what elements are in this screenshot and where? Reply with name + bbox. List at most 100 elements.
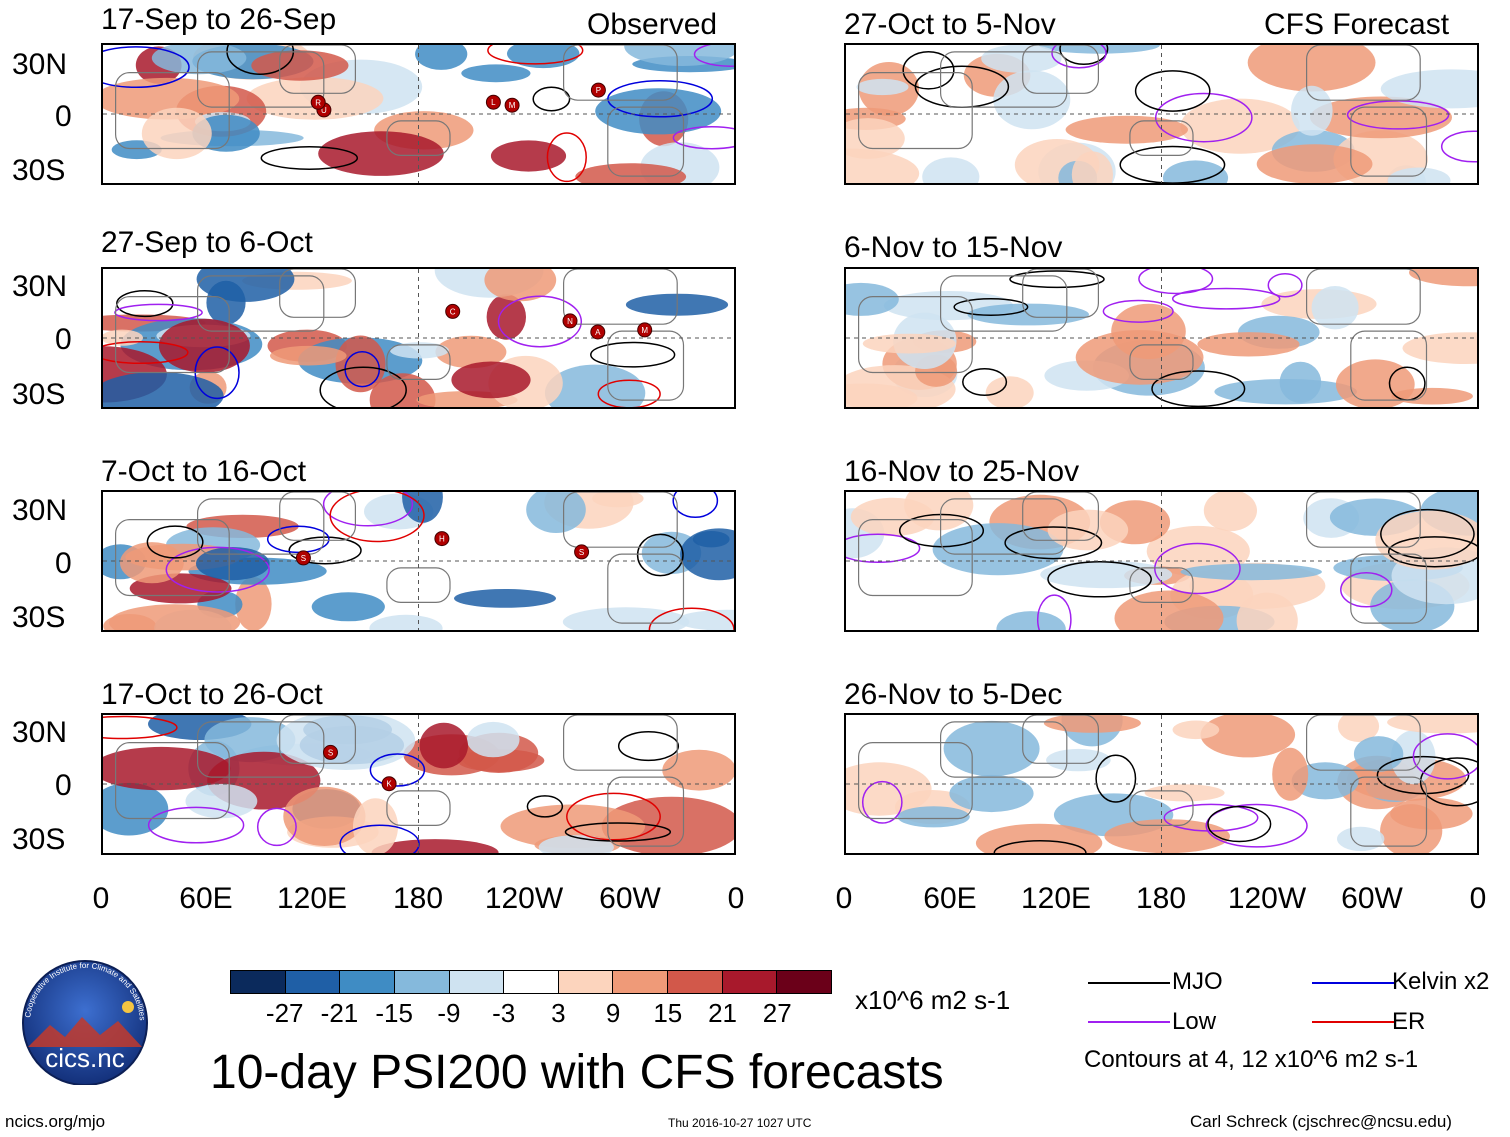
colorbar-tick-label: -15	[375, 998, 413, 1028]
anomaly-shading	[662, 749, 734, 791]
coastline	[1306, 715, 1421, 771]
contour-line	[103, 340, 189, 365]
anomaly-shading	[1337, 715, 1380, 742]
colorbar-tick-label: 9	[605, 998, 621, 1028]
contour-line	[319, 366, 407, 407]
lat-label: 30S	[12, 154, 66, 187]
contour-line	[1171, 287, 1281, 310]
anomaly-shading	[1387, 715, 1477, 734]
contour-line	[114, 303, 203, 322]
svg-text:U: U	[321, 106, 327, 115]
map-canvas	[846, 45, 1477, 183]
lon-label: 0	[727, 882, 745, 915]
anomaly-shading	[1402, 332, 1477, 364]
contour-line	[1419, 757, 1477, 807]
footer-center: Thu 2016-10-27 1027 UTC	[668, 1116, 812, 1130]
anomaly-shading	[1272, 747, 1309, 801]
map-canvas	[846, 269, 1477, 407]
contour-line	[953, 298, 1029, 316]
contour-line	[1102, 299, 1174, 323]
colorbar-tick-label: 27	[762, 998, 792, 1028]
contour-line	[266, 525, 330, 554]
coastline	[858, 72, 973, 150]
coastline	[939, 275, 1068, 332]
anomaly-shading	[415, 45, 468, 70]
contour-note: Contours at 4, 12 x10^6 m2 s-1	[1084, 1046, 1419, 1073]
anomaly-shading	[949, 774, 1034, 813]
anomaly-shading	[158, 318, 250, 373]
coastline	[1350, 776, 1428, 847]
anomaly-shading	[103, 782, 169, 836]
anomaly-shading	[1409, 269, 1477, 287]
coastline	[115, 519, 230, 597]
anomaly-shading	[196, 269, 295, 302]
svg-text:C: C	[450, 307, 456, 316]
anomaly-shading	[862, 333, 956, 354]
anomaly-shading	[1065, 115, 1188, 144]
anomaly-shading	[850, 497, 935, 537]
anomaly-shading	[196, 547, 270, 581]
anomaly-shading	[993, 70, 1071, 130]
anomaly-shading	[1291, 85, 1333, 136]
lat-label: 30N	[12, 48, 68, 81]
anomaly-shading	[120, 542, 184, 584]
lat-label: 0	[55, 547, 72, 580]
anomaly-shading	[932, 523, 1064, 576]
anomaly-shading	[251, 50, 349, 81]
contour-line	[369, 753, 426, 787]
contour-line	[322, 492, 414, 527]
map-canvas: S S H	[103, 492, 734, 630]
coastline	[858, 519, 973, 597]
map-panel: A C N M	[101, 267, 736, 409]
anomaly-shading	[1043, 715, 1141, 733]
lon-label: 120W	[1227, 882, 1307, 915]
map-canvas	[846, 492, 1477, 630]
lon-label: 60E	[179, 882, 233, 915]
map-panel	[844, 267, 1479, 409]
lon-label: 60W	[599, 882, 661, 915]
colorbar-tick-label: -27	[265, 998, 304, 1028]
coastline	[563, 45, 678, 101]
coastline	[563, 492, 678, 548]
contour-line	[672, 125, 734, 150]
contour-line	[636, 533, 684, 577]
anomaly-shading	[270, 345, 347, 366]
footer-right: Carl Schreck (cjschrec@ncsu.edu)	[1190, 1112, 1452, 1131]
footer-left: ncics.org/mjo	[5, 1112, 106, 1131]
anomaly-shading	[311, 592, 385, 622]
coastline	[858, 296, 973, 374]
anomaly-shading	[461, 64, 531, 83]
coastline	[1022, 45, 1099, 94]
lat-label: 0	[55, 100, 72, 133]
anomaly-shading	[1247, 45, 1376, 92]
contour-line	[993, 840, 1087, 853]
contour-line	[487, 45, 584, 65]
colorbar	[230, 970, 832, 994]
anomaly-shading	[369, 614, 443, 630]
lat-label: 30S	[12, 601, 66, 634]
anomaly-shading	[204, 717, 296, 763]
anomaly-shading	[1104, 819, 1230, 853]
svg-text:S: S	[328, 748, 333, 757]
coastline	[279, 269, 356, 318]
colorbar-tick-label: 21	[708, 998, 737, 1028]
forecast-header: CFS Forecast	[1264, 8, 1450, 41]
anomaly-shading	[318, 131, 444, 176]
anomaly-shading	[1047, 509, 1129, 551]
anomaly-shading	[692, 531, 730, 548]
coastline	[607, 106, 685, 177]
anomaly-shading	[486, 294, 526, 340]
storm-marker: S	[323, 744, 338, 760]
er-legend-line	[1312, 1021, 1394, 1023]
lat-label: 30N	[12, 270, 68, 303]
contour-line	[1412, 733, 1477, 780]
lat-label: 30N	[12, 494, 68, 527]
coastline	[1022, 492, 1099, 541]
map-canvas: KS	[103, 715, 734, 853]
lon-label: 0	[1469, 882, 1487, 915]
colorbar-swatch	[777, 971, 832, 993]
mjo-legend-label: MJO	[1172, 968, 1223, 995]
logo-text: cics.nc	[45, 1043, 124, 1073]
contour-line	[103, 46, 190, 89]
colorbar-swatch	[285, 971, 341, 993]
